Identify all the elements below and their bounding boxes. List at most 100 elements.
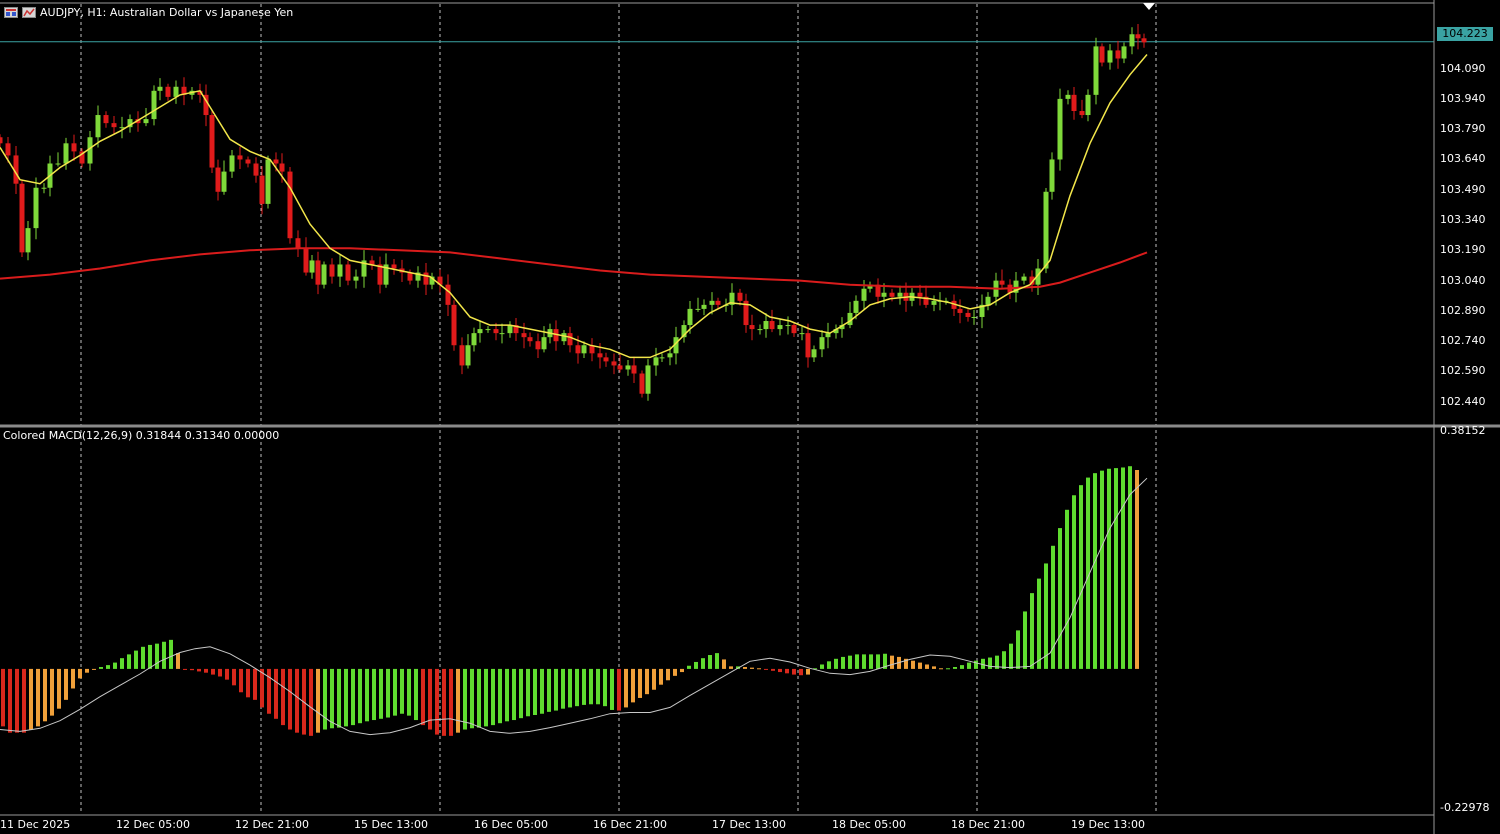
macd-bar xyxy=(771,668,775,671)
chart-type-icon[interactable] xyxy=(22,7,36,18)
macd-bar xyxy=(890,655,894,669)
price-tick-label: 102.590 xyxy=(1440,364,1486,378)
macd-bar xyxy=(813,668,817,670)
macd-bar xyxy=(939,668,943,670)
macd-bar xyxy=(722,659,726,669)
candle-bear xyxy=(743,300,749,326)
candle-bear xyxy=(377,264,383,285)
macd-bar xyxy=(519,668,523,719)
macd-bar xyxy=(50,668,54,716)
candle-bull xyxy=(729,292,735,305)
candle-bear xyxy=(889,292,895,297)
macd-bar xyxy=(8,668,12,733)
macd-bar xyxy=(855,654,859,669)
candle-bull xyxy=(361,260,367,277)
price-pane[interactable] xyxy=(0,23,1434,401)
macd-bar xyxy=(792,668,796,675)
macd-bar xyxy=(484,668,488,727)
macd-bar xyxy=(386,668,390,718)
macd-bar xyxy=(575,668,579,707)
macd-bar xyxy=(141,646,145,669)
macd-bar xyxy=(428,668,432,730)
candle-bull xyxy=(429,276,435,285)
time-tick-label: 17 Dec 13:00 xyxy=(712,818,786,831)
candle-bear xyxy=(1079,111,1085,116)
candle-bull xyxy=(659,357,665,359)
macd-bar xyxy=(36,668,40,727)
macd-bar xyxy=(1093,473,1097,669)
candle-bear xyxy=(527,337,533,342)
candle-bear xyxy=(493,329,499,334)
macd-bar xyxy=(176,653,180,669)
macd-bar xyxy=(764,668,768,670)
candle-bull xyxy=(1043,191,1049,269)
candle-bear xyxy=(631,365,637,374)
candle-bull xyxy=(645,365,651,394)
candle-bear xyxy=(617,365,623,370)
macd-bar xyxy=(785,668,789,674)
macd-bar xyxy=(1086,477,1090,669)
macd-bar xyxy=(953,667,957,669)
macd-bar xyxy=(1107,468,1111,669)
macd-bar xyxy=(610,668,614,710)
candle-bull xyxy=(695,308,701,310)
candle-bear xyxy=(369,260,375,265)
candle-bear xyxy=(245,159,251,164)
slow-ma-line xyxy=(0,247,1148,290)
candle-bear xyxy=(1071,94,1077,112)
current-price-badge: 104.223 xyxy=(1437,27,1493,41)
macd-bar xyxy=(568,668,572,708)
candle-bull xyxy=(143,119,149,124)
macd-bar xyxy=(197,668,201,672)
candle-bear xyxy=(345,264,351,281)
candle-bear xyxy=(295,238,301,249)
candle-bear xyxy=(791,325,797,334)
macd-bar xyxy=(78,668,82,679)
macd-bar xyxy=(64,668,68,700)
candle-bull xyxy=(1107,50,1113,63)
macd-bar xyxy=(344,668,348,727)
candle-bull xyxy=(309,260,315,273)
macd-bar xyxy=(1,668,5,727)
macd-bar xyxy=(463,668,467,730)
macd-bar xyxy=(561,668,565,709)
macd-bar xyxy=(1037,578,1041,669)
candle-bull xyxy=(825,333,831,338)
chart-window-icon[interactable] xyxy=(4,7,18,18)
candle-bull xyxy=(839,325,845,330)
candle-bull xyxy=(833,329,839,334)
candle-bull xyxy=(763,321,769,330)
macd-bar xyxy=(729,666,733,669)
macd-bar xyxy=(743,667,747,669)
macd-bar xyxy=(932,666,936,669)
price-tick-label: 103.490 xyxy=(1440,182,1486,196)
macd-bar xyxy=(778,668,782,673)
candle-bear xyxy=(951,300,957,309)
candle-bear xyxy=(79,151,85,164)
macd-bar xyxy=(876,654,880,669)
macd-bar xyxy=(841,656,845,669)
macd-bar xyxy=(71,668,75,689)
candle-bull xyxy=(1021,276,1027,281)
macd-bar xyxy=(1065,509,1069,669)
candle-bull xyxy=(931,300,937,305)
fast-ma-line xyxy=(0,54,1148,359)
candle-bear xyxy=(639,373,645,394)
macd-bar xyxy=(701,658,705,669)
macd-bar xyxy=(211,668,215,675)
candle-bull xyxy=(867,284,873,289)
macd-bar xyxy=(218,668,222,677)
candle-bull xyxy=(673,337,679,354)
macd-bar xyxy=(834,658,838,669)
macd-bar xyxy=(1114,468,1118,669)
macd-bar xyxy=(848,655,852,669)
macd-pane[interactable] xyxy=(0,466,1148,736)
candle-bear xyxy=(19,183,25,253)
candle-bear xyxy=(1135,34,1141,39)
candle-bear xyxy=(715,300,721,305)
macd-bar xyxy=(190,668,194,671)
macd-bar xyxy=(799,668,803,676)
candle-bull xyxy=(95,115,101,138)
candle-bull xyxy=(415,272,421,281)
